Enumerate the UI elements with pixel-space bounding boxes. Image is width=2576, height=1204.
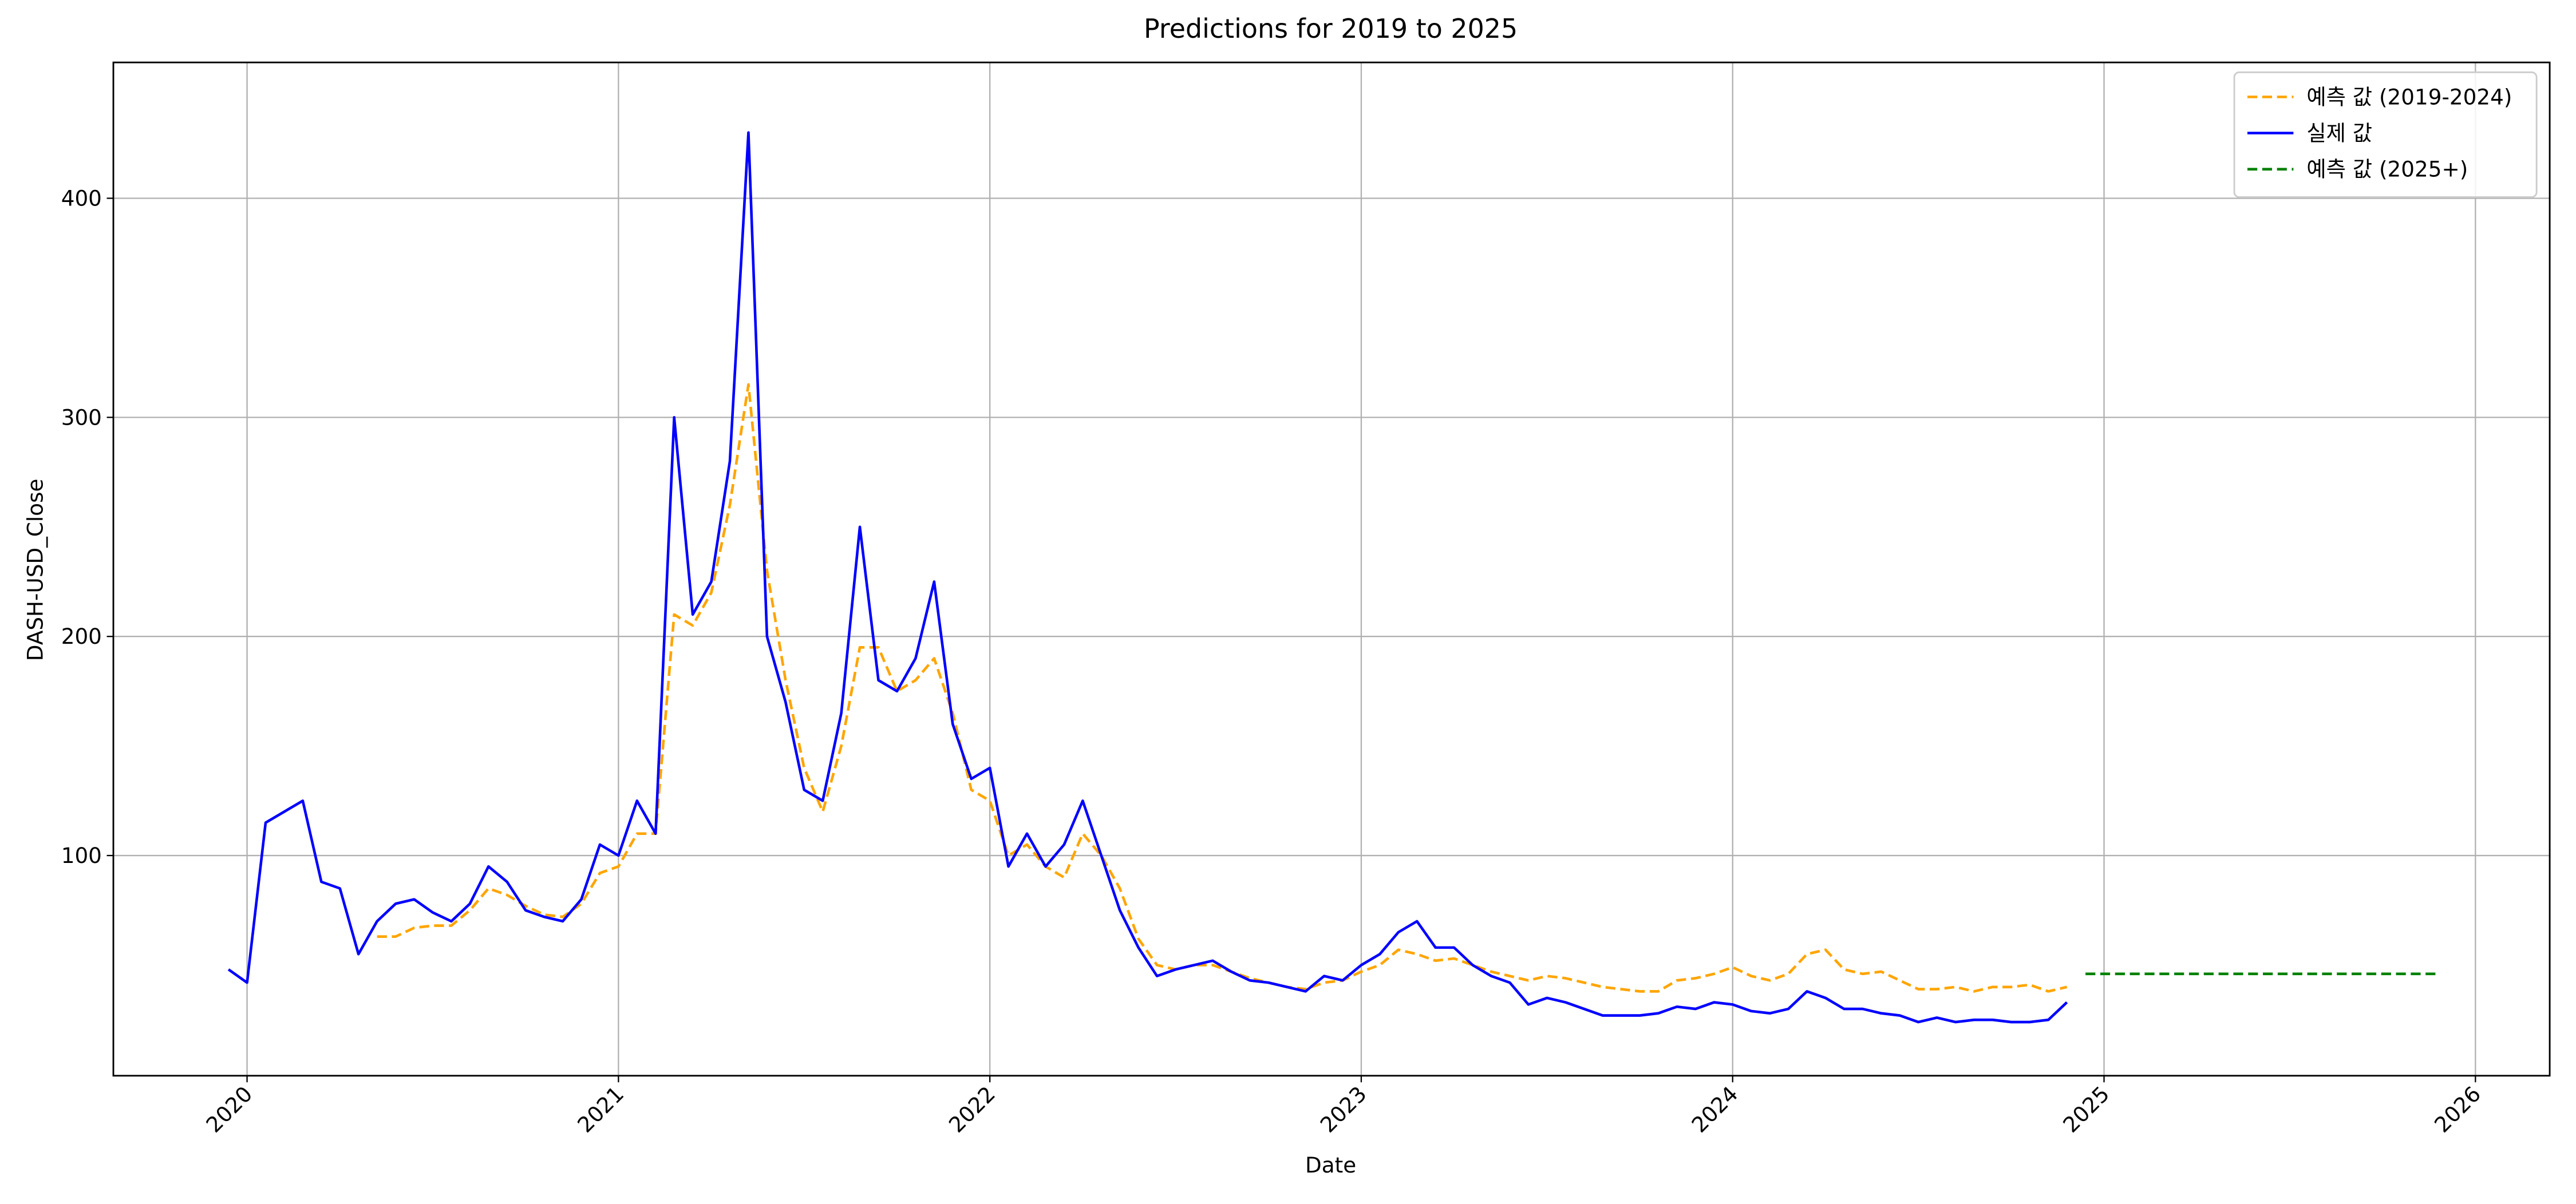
- y-tick-label: 100: [61, 843, 102, 868]
- y-tick-label: 400: [61, 185, 102, 211]
- legend: 예측 값 (2019-2024) 실제 값예측 값 (2025+): [2233, 71, 2538, 198]
- plot-frame: [112, 61, 2551, 1077]
- chart-title: Predictions for 2019 to 2025: [1144, 13, 1518, 44]
- legend-label: 실제 값: [2306, 120, 2372, 145]
- legend-label: 예측 값 (2019-2024): [2306, 84, 2512, 109]
- legend-box: [2233, 71, 2538, 198]
- x-axis-label: Date: [1305, 1152, 1356, 1178]
- y-axis-label: DASH-USD_Close: [23, 479, 48, 662]
- legend-label: 예측 값 (2025+): [2306, 157, 2468, 182]
- y-tick-label: 200: [61, 624, 102, 649]
- series-line: [227, 131, 2068, 1024]
- y-tick-label: 300: [61, 405, 102, 430]
